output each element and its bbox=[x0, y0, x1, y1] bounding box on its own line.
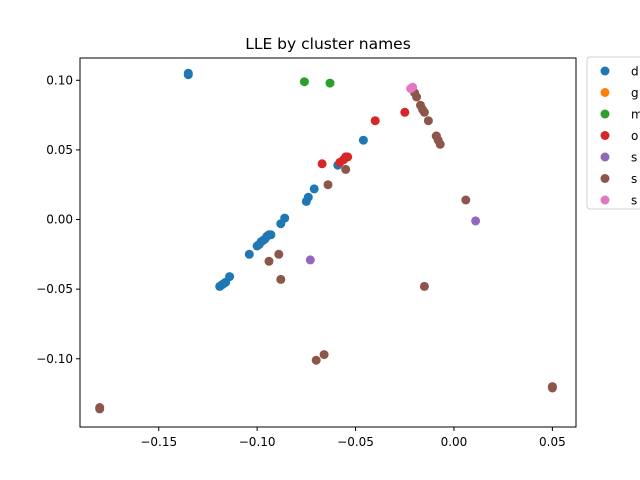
data-point-series-0 bbox=[303, 192, 313, 202]
legend-label: s bbox=[631, 172, 637, 186]
data-point-series-5 bbox=[276, 274, 286, 284]
x-tick-label: 0.05 bbox=[539, 435, 566, 449]
data-point-series-0 bbox=[183, 70, 193, 80]
data-point-series-5 bbox=[423, 116, 433, 126]
data-point-series-3 bbox=[370, 116, 380, 126]
legend-marker bbox=[600, 152, 610, 162]
legend-label: g bbox=[631, 86, 639, 100]
legend-marker bbox=[600, 195, 610, 205]
y-tick-label: −0.05 bbox=[36, 282, 73, 296]
data-point-series-3 bbox=[317, 159, 327, 169]
data-point-series-5 bbox=[274, 249, 284, 259]
y-tick-label: 0.05 bbox=[46, 143, 73, 157]
data-point-series-5 bbox=[264, 256, 274, 266]
data-points bbox=[95, 68, 557, 414]
data-point-series-5 bbox=[435, 139, 445, 149]
data-point-series-5 bbox=[461, 195, 471, 205]
data-point-series-4 bbox=[305, 255, 315, 265]
legend-marker bbox=[600, 66, 610, 76]
data-point-series-0 bbox=[280, 213, 290, 223]
data-point-series-5 bbox=[311, 355, 321, 365]
data-point-series-6 bbox=[406, 84, 416, 94]
data-point-series-5 bbox=[547, 383, 557, 393]
legend-marker bbox=[600, 109, 610, 119]
y-tick-label: 0.10 bbox=[46, 73, 73, 87]
x-tick-label: −0.10 bbox=[239, 435, 276, 449]
y-tick-label: −0.10 bbox=[36, 352, 73, 366]
legend-label: s bbox=[631, 194, 637, 208]
legend-marker bbox=[600, 88, 610, 97]
data-point-series-2 bbox=[299, 77, 309, 87]
data-point-series-5 bbox=[419, 281, 429, 291]
data-point-series-4 bbox=[471, 216, 481, 226]
data-point-series-3 bbox=[400, 107, 410, 117]
chart-title: LLE by cluster names bbox=[245, 35, 411, 53]
data-point-series-0 bbox=[358, 135, 368, 145]
x-axis-ticks: −0.15 −0.10 −0.05 0.00 0.05 bbox=[140, 427, 566, 449]
legend-marker bbox=[600, 131, 610, 140]
x-tick-label: −0.15 bbox=[140, 435, 177, 449]
y-axis-ticks: −0.10 −0.05 0.00 0.05 0.10 bbox=[36, 73, 80, 366]
y-tick-label: 0.00 bbox=[46, 213, 73, 227]
data-point-series-5 bbox=[319, 350, 329, 360]
legend-label: o bbox=[631, 129, 638, 143]
legend-label: d bbox=[631, 65, 639, 79]
data-point-series-5 bbox=[95, 404, 105, 414]
data-point-series-5 bbox=[323, 180, 333, 190]
legend-marker bbox=[600, 174, 610, 183]
legend-label: s bbox=[631, 151, 637, 165]
x-tick-label: 0.00 bbox=[441, 435, 468, 449]
x-tick-label: −0.05 bbox=[337, 435, 374, 449]
data-point-series-2 bbox=[325, 78, 335, 88]
data-point-series-0 bbox=[266, 230, 276, 240]
data-point-series-5 bbox=[412, 92, 422, 102]
data-point-series-0 bbox=[244, 249, 254, 259]
data-point-series-3 bbox=[343, 152, 353, 162]
data-point-series-0 bbox=[309, 184, 319, 194]
data-point-series-0 bbox=[225, 272, 235, 282]
legend-label: m bbox=[631, 108, 640, 122]
data-point-series-5 bbox=[419, 107, 429, 117]
legend-frame bbox=[586, 56, 640, 210]
axes-frame bbox=[79, 57, 577, 428]
data-point-series-5 bbox=[341, 164, 351, 174]
